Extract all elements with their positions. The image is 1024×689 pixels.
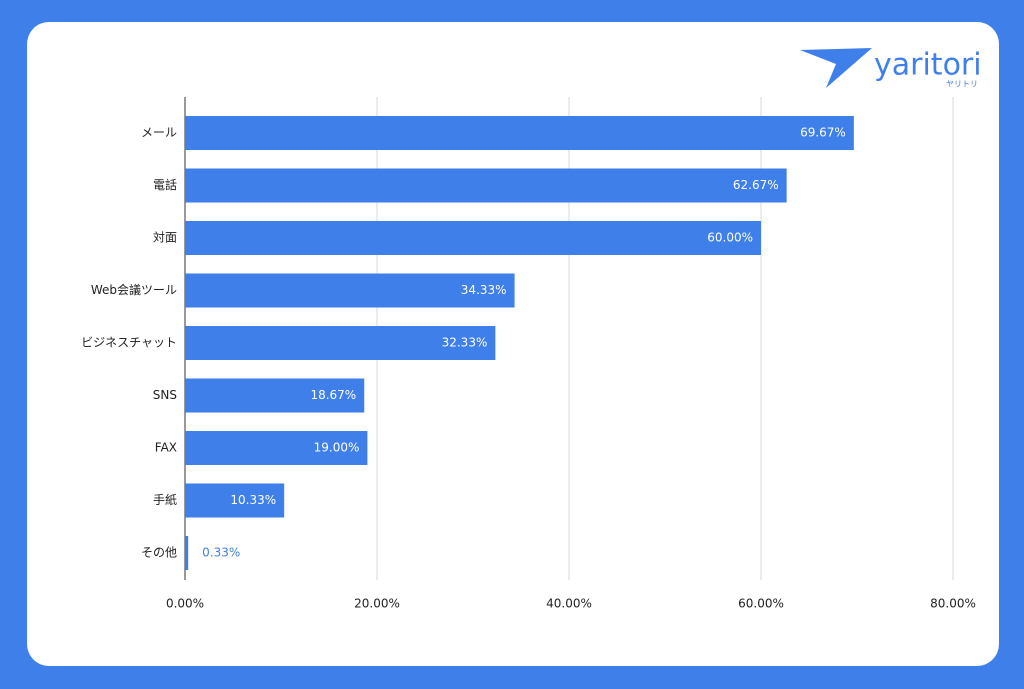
y-tick-label: 対面 bbox=[153, 231, 177, 245]
logo-text: yaritori bbox=[874, 48, 982, 83]
y-tick-label: SNS bbox=[153, 388, 177, 402]
x-tick-label: 20.00% bbox=[354, 597, 400, 611]
y-tick-label: 手紙 bbox=[153, 492, 177, 507]
bar bbox=[185, 378, 365, 413]
logo-mark bbox=[800, 48, 872, 88]
bar bbox=[185, 483, 285, 518]
value-label: 18.67% bbox=[310, 388, 356, 402]
bar bbox=[185, 431, 368, 465]
logo-kana: ヤリトリ bbox=[946, 80, 978, 89]
y-tick-label: その他 bbox=[141, 546, 177, 560]
bar bbox=[185, 273, 515, 308]
bar bbox=[185, 168, 787, 203]
x-tick-label: 60.00% bbox=[738, 597, 784, 611]
value-label: 62.67% bbox=[733, 178, 779, 192]
x-tick-label: 40.00% bbox=[546, 597, 592, 611]
value-label: 10.33% bbox=[230, 493, 276, 507]
value-label: 69.67% bbox=[800, 126, 846, 140]
x-tick-label: 0.00% bbox=[166, 597, 204, 611]
bar bbox=[185, 326, 496, 360]
value-label: 32.33% bbox=[442, 336, 488, 350]
value-label: 19.00% bbox=[314, 441, 360, 455]
x-tick-label: 80.00% bbox=[930, 597, 976, 611]
y-tick-label: ビジネスチャット bbox=[81, 336, 177, 350]
bar bbox=[185, 116, 854, 150]
y-tick-label: Web会議ツール bbox=[91, 283, 177, 297]
value-label: 0.33% bbox=[202, 546, 240, 560]
bar bbox=[185, 221, 761, 255]
y-tick-label: 電話 bbox=[153, 177, 177, 192]
value-label: 34.33% bbox=[461, 283, 507, 297]
y-tick-label: メール bbox=[141, 126, 177, 140]
logo: yaritori ヤリトリ bbox=[800, 48, 982, 89]
y-tick-label: FAX bbox=[155, 441, 177, 455]
value-label: 60.00% bbox=[707, 231, 753, 245]
bar bbox=[185, 536, 189, 570]
